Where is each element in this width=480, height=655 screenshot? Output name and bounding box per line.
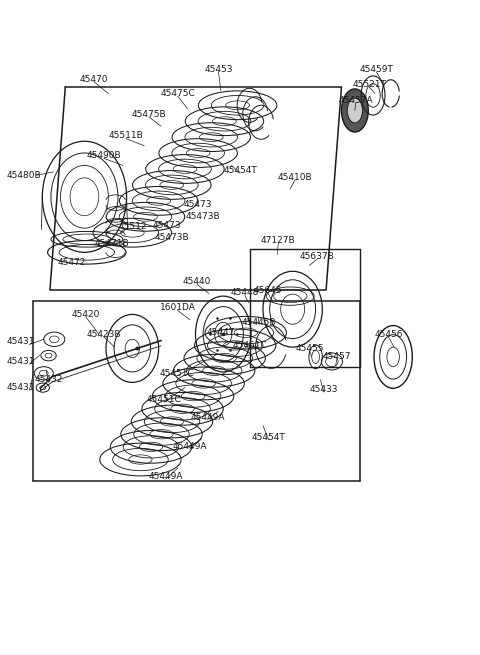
Text: 45440: 45440: [183, 277, 211, 286]
Text: 45475C: 45475C: [160, 89, 195, 98]
Text: 47127B: 47127B: [261, 236, 296, 245]
Text: 45451C: 45451C: [232, 341, 267, 350]
Text: 45448: 45448: [230, 288, 259, 297]
Text: 45645: 45645: [253, 286, 282, 295]
Text: 45637B: 45637B: [299, 252, 334, 261]
Text: 45475B: 45475B: [132, 110, 167, 119]
Text: 45459T: 45459T: [360, 65, 393, 74]
Text: 45473: 45473: [184, 200, 212, 209]
Text: 45472: 45472: [57, 257, 86, 267]
Text: 45431: 45431: [7, 357, 35, 366]
Text: 45453: 45453: [204, 65, 233, 74]
Ellipse shape: [341, 89, 368, 132]
Text: 45410B: 45410B: [278, 173, 312, 181]
Text: 45457A: 45457A: [338, 96, 373, 105]
Text: 45451C: 45451C: [159, 369, 194, 378]
Text: 45457: 45457: [323, 352, 351, 362]
Text: 45420: 45420: [72, 310, 100, 319]
Text: 45454T: 45454T: [252, 433, 286, 442]
Text: 1601DA: 1601DA: [160, 303, 196, 312]
Text: 45473B: 45473B: [155, 233, 189, 242]
Text: 45473B: 45473B: [185, 212, 220, 221]
Text: 45449A: 45449A: [149, 472, 183, 481]
Ellipse shape: [347, 98, 362, 123]
Text: 45433: 45433: [310, 385, 338, 394]
Text: 45432: 45432: [35, 375, 63, 384]
Text: 45456: 45456: [374, 329, 403, 339]
Text: 45512: 45512: [118, 221, 146, 231]
Text: 45455: 45455: [295, 344, 324, 353]
Text: 45451C: 45451C: [147, 395, 182, 404]
Text: 45445B: 45445B: [242, 318, 276, 327]
Text: 45449A: 45449A: [190, 413, 225, 422]
Text: 45454T: 45454T: [223, 166, 257, 175]
Text: 45449A: 45449A: [172, 442, 207, 451]
Text: 45471B: 45471B: [95, 239, 129, 248]
Text: 45431: 45431: [7, 383, 35, 392]
Text: 45490B: 45490B: [86, 151, 121, 160]
Text: 45470: 45470: [80, 75, 108, 84]
Text: 45473: 45473: [153, 221, 181, 230]
Text: 45431: 45431: [7, 337, 35, 346]
Text: 45480B: 45480B: [6, 171, 41, 179]
Text: 45511B: 45511B: [108, 132, 144, 140]
Text: 45447: 45447: [207, 328, 235, 337]
Text: 45521T: 45521T: [352, 80, 386, 89]
Text: 45423B: 45423B: [86, 329, 121, 339]
